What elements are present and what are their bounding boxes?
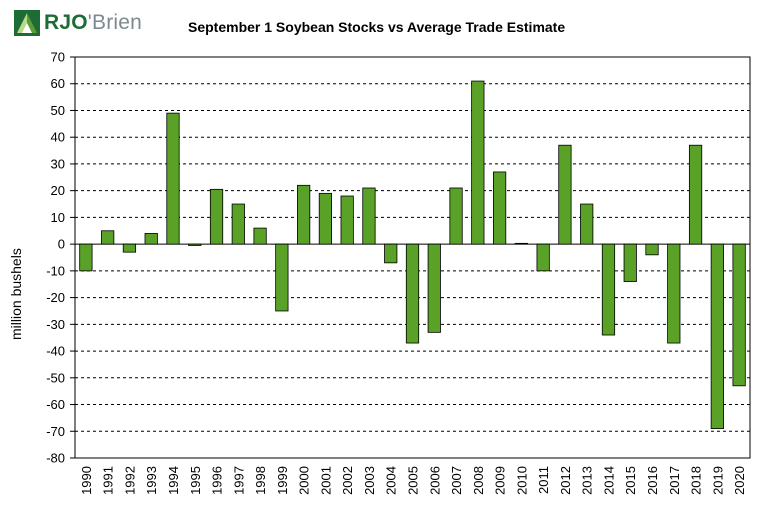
y-tick-labels: 70 60 50 40 30 20 10 0 -10 -20 -30 -40 -50 -60 -70 -80	[46, 50, 65, 466]
y-tick-label: 0	[58, 237, 65, 252]
x-tick-label: 2016	[645, 466, 660, 495]
x-tick-label: 2015	[623, 466, 638, 495]
x-tick-label: 1990	[79, 466, 94, 495]
y-tick-label: 40	[51, 130, 65, 145]
x-tick-label: 2000	[297, 466, 312, 495]
x-tick-label: 2001	[318, 466, 333, 495]
y-tick-label: -80	[46, 451, 65, 466]
bar-2013	[580, 203, 594, 245]
x-tick-label: 1991	[101, 466, 116, 495]
x-tick-label: 1999	[275, 466, 290, 495]
plot-frame	[74, 56, 751, 459]
x-tick-label: 2008	[471, 466, 486, 495]
y-tick-label: 20	[51, 183, 65, 198]
x-tick-label: 2012	[558, 466, 573, 495]
bar-2015	[623, 243, 637, 282]
bar-1999	[275, 243, 289, 312]
x-tick-label: 1994	[166, 466, 181, 495]
y-tick-label: -40	[46, 344, 65, 359]
x-tick-label: 2019	[710, 466, 725, 495]
bar-2004	[384, 243, 398, 264]
logo-text: RJO'Brien	[44, 11, 143, 34]
bars	[79, 80, 746, 429]
x-tick-label: 2003	[362, 466, 377, 495]
bar-2017	[667, 243, 681, 344]
chart-title: September 1 Soybean Stocks vs Average Tr…	[188, 19, 566, 35]
y-tick-label: 70	[51, 50, 65, 65]
bar-2008	[471, 80, 485, 245]
x-tick-label: 1998	[253, 466, 268, 495]
bar-2018	[688, 144, 703, 245]
y-tick-label: -70	[46, 424, 65, 439]
x-tick-label: 2018	[689, 466, 704, 495]
x-tick-label: 2017	[667, 466, 682, 495]
bar-2016	[645, 243, 659, 256]
bar-2003	[362, 187, 376, 245]
bar-2010	[514, 242, 528, 245]
y-tick-label: 50	[51, 103, 65, 118]
x-tick-label: 1992	[122, 466, 137, 495]
bar-2007	[449, 187, 463, 245]
bar-1990	[79, 243, 93, 272]
x-tick-label: 2013	[580, 466, 595, 495]
bar-2014	[601, 243, 616, 336]
x-tick-label: 2004	[384, 466, 399, 495]
bar-1994	[166, 112, 180, 245]
bar-2011	[536, 243, 550, 272]
bar-1997	[231, 203, 245, 245]
y-tick-label: -20	[46, 290, 65, 305]
bar-2001	[318, 192, 333, 245]
bar-1991	[101, 230, 115, 245]
x-tick-label: 1993	[144, 466, 159, 495]
x-tick-label: 2020	[732, 466, 747, 495]
x-tick-label: 2011	[536, 466, 551, 494]
bar-2012	[558, 144, 572, 245]
y-tick-label: -10	[46, 263, 65, 278]
x-tick-label: 2010	[514, 466, 529, 495]
logo: RJO'Brien	[14, 8, 142, 38]
x-tick-labels: 1990 1991 1992 1993 1994 1995 1996 1997 1998 1999…	[79, 466, 747, 495]
y-tick-label: -60	[46, 397, 65, 412]
x-tick-label: 2009	[493, 466, 508, 495]
bar-2020	[732, 243, 746, 387]
bar-1996	[209, 188, 224, 245]
x-tick-label: 1997	[231, 466, 246, 495]
rjo-brien-logo-icon	[14, 10, 40, 36]
bar-2002	[340, 195, 354, 245]
bar-2009	[492, 171, 507, 245]
x-tick-label: 1996	[210, 466, 225, 495]
axes	[70, 56, 751, 459]
bar-2005	[405, 243, 420, 344]
y-tick-label: 10	[51, 210, 65, 225]
bar-2006	[427, 243, 441, 333]
x-tick-label: 2014	[601, 466, 616, 495]
bar-1998	[253, 227, 267, 245]
bar-1995	[188, 243, 202, 246]
x-tick-label: 2005	[406, 466, 421, 495]
y-tick-label: 60	[51, 76, 65, 91]
y-tick-label: 30	[51, 156, 65, 171]
x-tick-label: 2006	[427, 466, 442, 495]
y-tick-label: -50	[46, 370, 65, 385]
x-tick-label: 2007	[449, 466, 464, 495]
bar-2000	[297, 184, 311, 245]
y-tick-label: -30	[46, 317, 65, 332]
bar-2019	[710, 243, 724, 429]
bar-1993	[144, 233, 158, 245]
x-tick-label: 2002	[340, 466, 355, 495]
bar-1992	[122, 243, 137, 253]
x-tick-label: 1995	[188, 466, 203, 495]
